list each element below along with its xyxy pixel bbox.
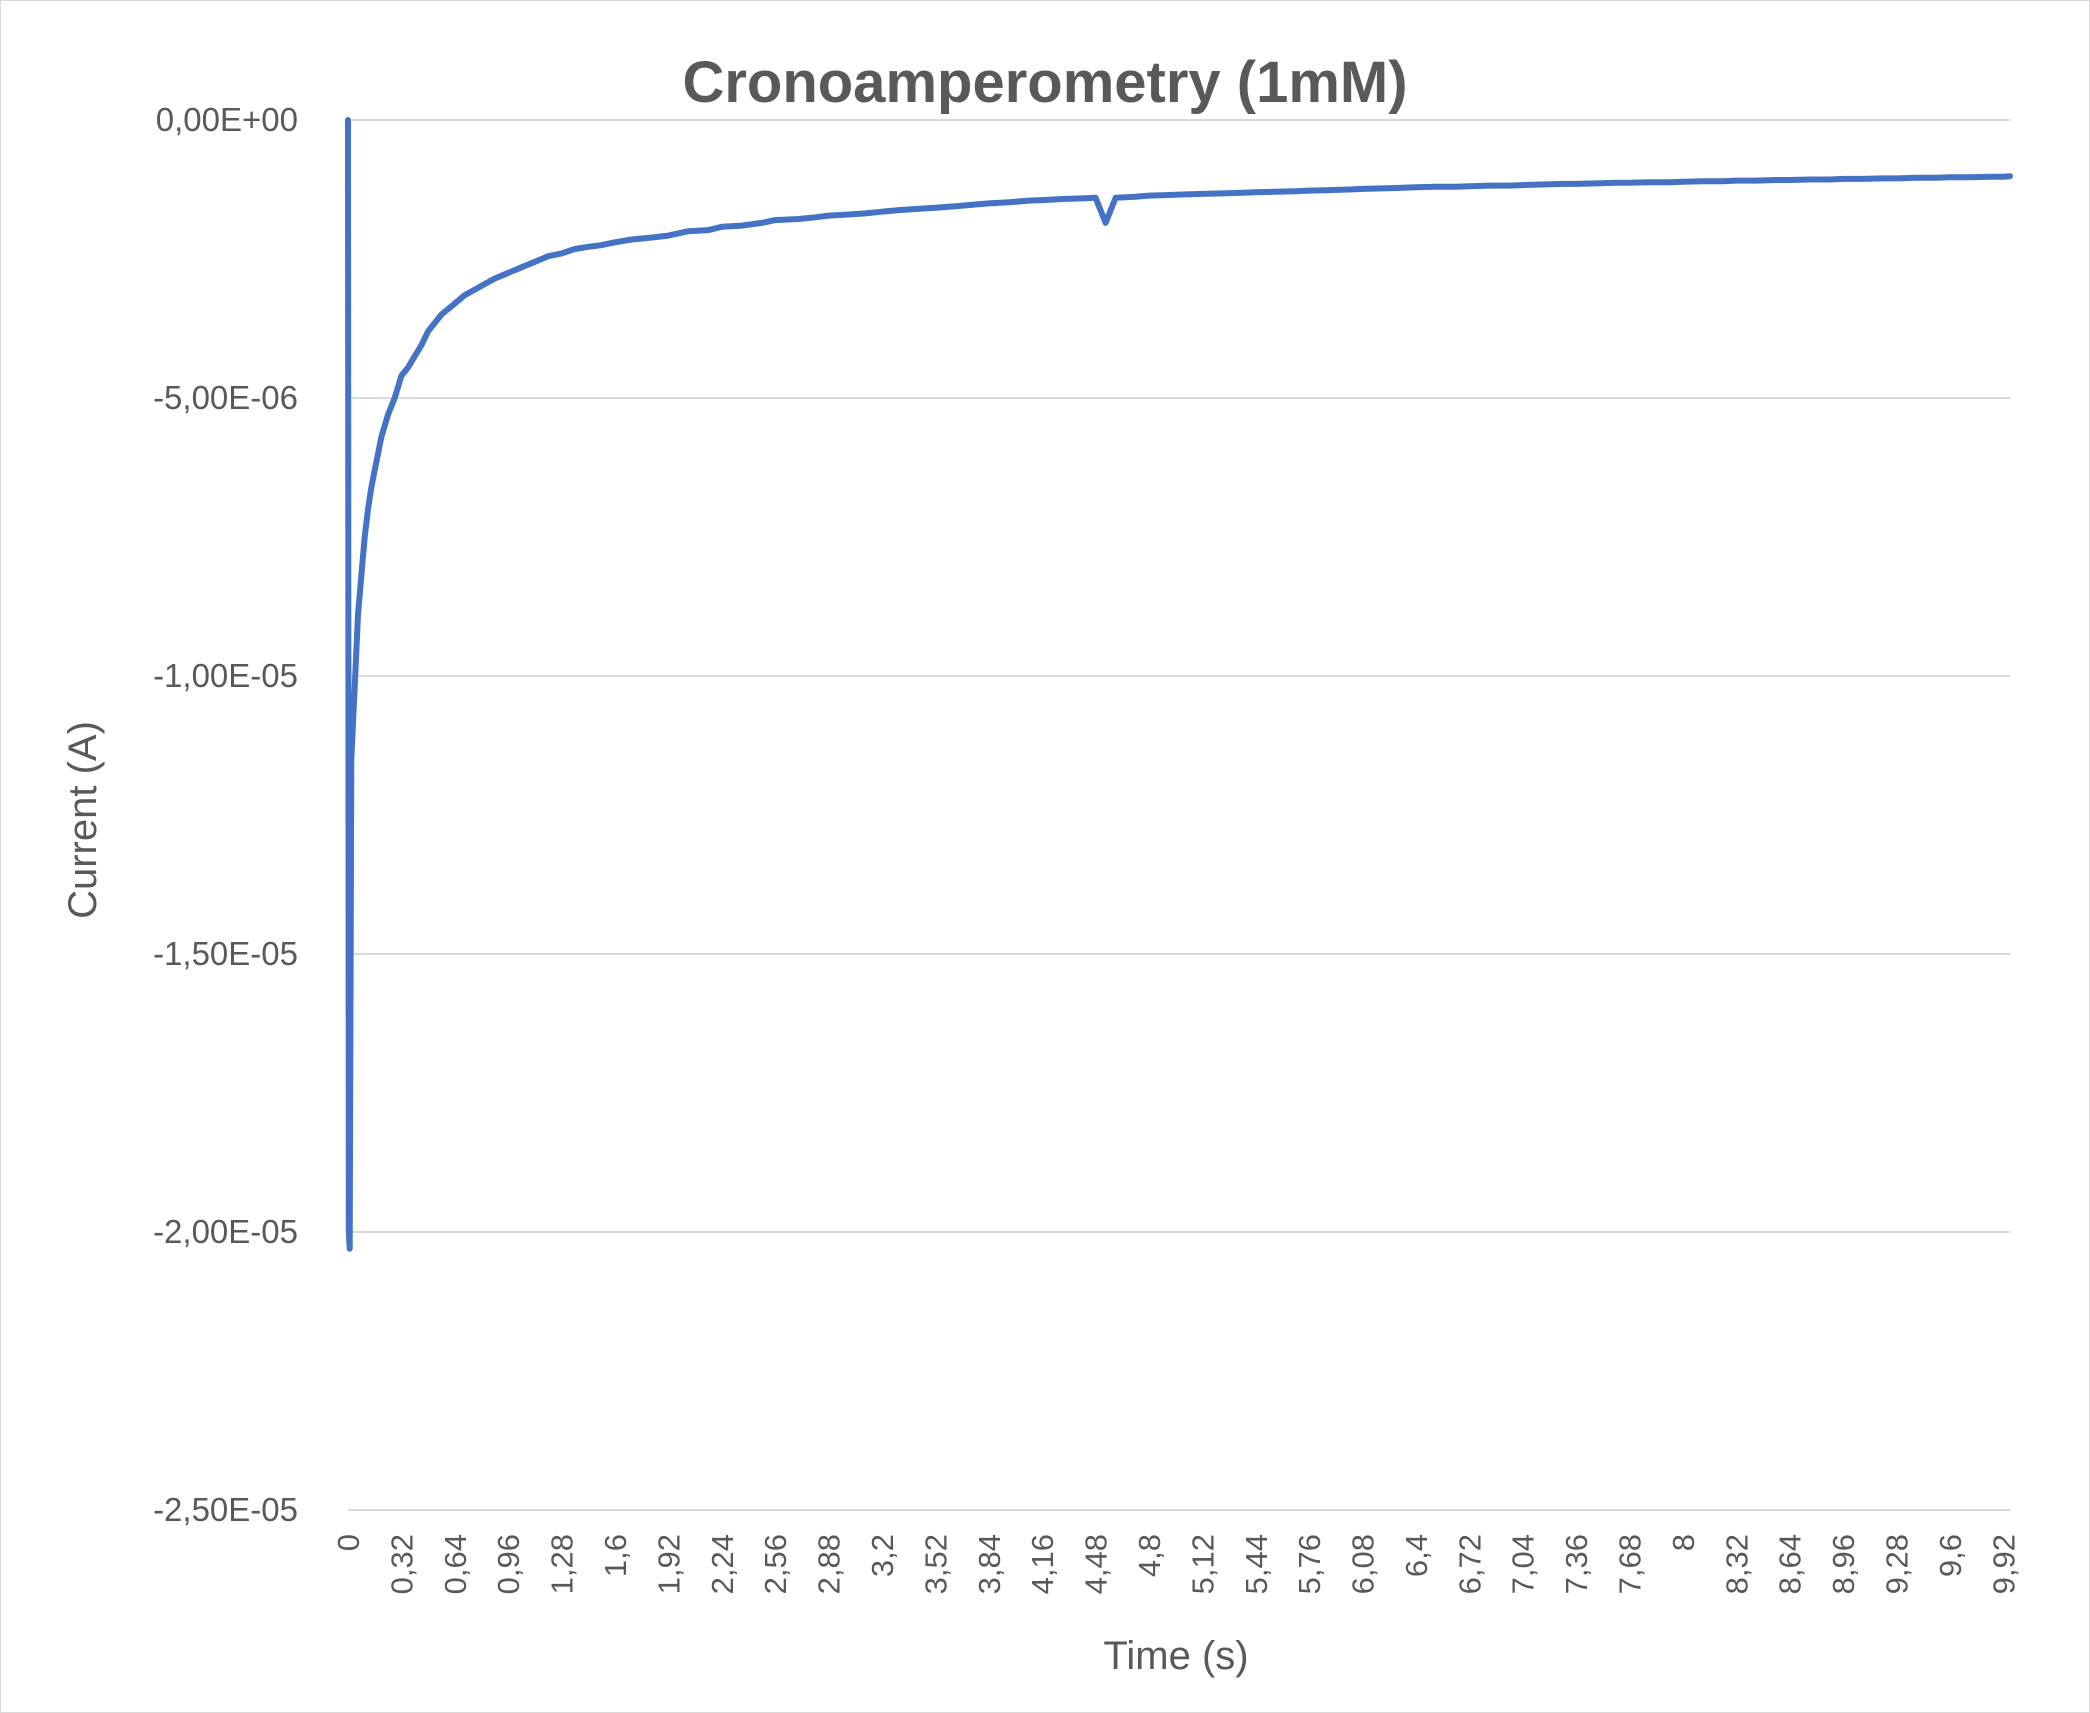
y-tick-label: 0,00E+00: [156, 101, 298, 138]
x-tick-label: 0: [331, 1534, 366, 1551]
x-tick-label: 2,56: [758, 1534, 793, 1594]
x-tick-label: 5,76: [1292, 1534, 1327, 1594]
x-tick-label: 7,68: [1613, 1534, 1648, 1594]
x-tick-label: 2,24: [705, 1534, 740, 1594]
x-tick-label: 7,36: [1559, 1534, 1594, 1594]
y-tick-label: -2,50E-05: [153, 1491, 298, 1528]
x-tick-label: 6,72: [1452, 1534, 1487, 1594]
x-tick-label: 3,84: [972, 1534, 1007, 1594]
series-line-0: [345, 117, 2013, 1252]
x-tick-label: 2,88: [812, 1534, 847, 1594]
series-layer: [345, 117, 2013, 1252]
x-tick-label: 3,52: [918, 1534, 953, 1594]
x-tick-label: 5,44: [1239, 1534, 1274, 1594]
x-tick-label: 1,6: [598, 1534, 633, 1577]
y-tick-label: -1,50E-05: [153, 935, 298, 972]
chart-title: Cronoamperometry (1mM): [682, 50, 1407, 115]
y-tick-label: -1,00E-05: [153, 657, 298, 694]
x-tick-label: 8: [1666, 1534, 1701, 1551]
x-axis-tick-labels: 0 0,32 0,64 0,96 1,28 1,6 1,92 2,24 2,56 2,88 3,2 3…: [331, 1534, 2021, 1594]
x-tick-label: 8,64: [1773, 1534, 1808, 1594]
x-tick-label: 0,32: [384, 1534, 419, 1594]
x-tick-label: 6,4: [1399, 1534, 1434, 1577]
x-tick-label: 1,28: [545, 1534, 580, 1594]
x-tick-label: 0,96: [491, 1534, 526, 1594]
x-tick-label: 4,8: [1132, 1534, 1167, 1577]
y-tick-label: -2,00E-05: [153, 1213, 298, 1250]
x-tick-label: 0,64: [438, 1534, 473, 1594]
x-tick-label: 9,92: [1986, 1534, 2021, 1594]
x-axis-label: Time (s): [1103, 1634, 1248, 1678]
x-tick-label: 9,28: [1880, 1534, 1915, 1594]
y-axis-label: Current (A): [61, 721, 105, 919]
y-tick-label: -5,00E-06: [153, 379, 298, 416]
x-tick-label: 8,96: [1826, 1534, 1861, 1594]
gridlines: [348, 119, 2010, 1511]
x-tick-label: 7,04: [1506, 1534, 1541, 1594]
x-tick-label: 3,2: [865, 1534, 900, 1577]
x-tick-label: 4,48: [1079, 1534, 1114, 1594]
x-tick-label: 4,16: [1025, 1534, 1060, 1594]
x-tick-label: 9,6: [1933, 1534, 1968, 1577]
x-tick-label: 1,92: [651, 1534, 686, 1594]
x-tick-label: 6,08: [1346, 1534, 1381, 1594]
x-tick-label: 5,12: [1185, 1534, 1220, 1594]
y-axis-tick-labels: 0,00E+00 -5,00E-06 -1,00E-05 -1,50E-05 -2,00…: [153, 101, 298, 1528]
x-tick-label: 8,32: [1719, 1534, 1754, 1594]
